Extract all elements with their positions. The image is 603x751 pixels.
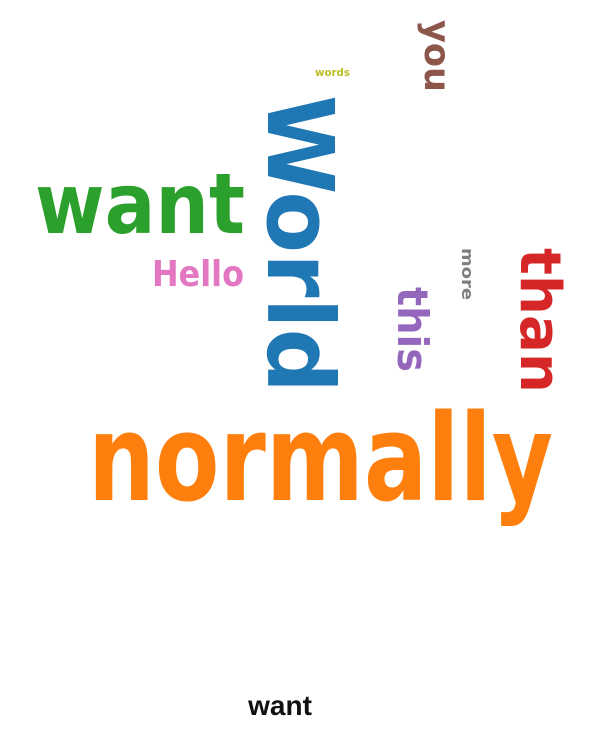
word-this[interactable]: this xyxy=(388,287,437,372)
word-hello[interactable]: Hello xyxy=(152,254,244,295)
word-cloud: normally World want than this you Hello … xyxy=(35,20,572,529)
word-normally[interactable]: normally xyxy=(88,390,553,529)
word-more[interactable]: more xyxy=(458,248,477,300)
word-than[interactable]: than xyxy=(507,248,572,393)
selected-word-label: want xyxy=(248,690,312,721)
word-want[interactable]: want xyxy=(35,155,245,253)
word-you[interactable]: you xyxy=(416,20,457,92)
word-world[interactable]: World xyxy=(246,95,353,393)
word-words[interactable]: words xyxy=(315,66,350,79)
